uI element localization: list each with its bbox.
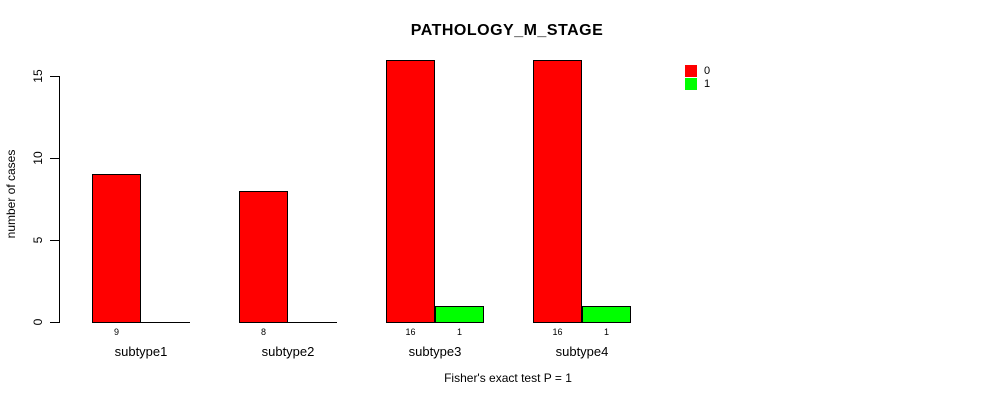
bar-1-subtype3: [435, 306, 484, 323]
legend-swatch-green: [685, 77, 697, 90]
x-category-label: subtype3: [408, 344, 462, 359]
y-axis-tick: [50, 322, 59, 323]
y-axis-title: number of cases: [4, 149, 18, 239]
legend-item-0: 0: [685, 64, 710, 77]
y-axis-tick: [50, 158, 59, 159]
legend-swatch-red: [685, 64, 697, 77]
legend: 0 1: [685, 64, 710, 90]
x-axis-baseline: [92, 322, 190, 323]
footnote-pvalue: Fisher's exact test P = 1: [444, 371, 572, 385]
y-axis-tick: [50, 76, 59, 77]
bar-value-label: 8: [260, 327, 266, 337]
legend-item-1: 1: [685, 77, 710, 90]
bar-0-subtype4: [533, 60, 582, 323]
legend-label-0: 0: [704, 64, 711, 77]
bar-value-label: 9: [113, 327, 119, 337]
legend-label-1: 1: [704, 77, 711, 90]
chart-title: PATHOLOGY_M_STAGE: [410, 22, 604, 39]
x-category-label: subtype4: [555, 344, 609, 359]
bar-value-label: 16: [405, 327, 416, 337]
x-axis-baseline: [239, 322, 337, 323]
y-axis-tick: [50, 240, 59, 241]
bar-value-label: 1: [603, 327, 609, 337]
bar-value-label: 16: [552, 327, 563, 337]
y-tick-label: 10: [31, 151, 45, 165]
y-axis-line: [59, 76, 60, 323]
x-category-label: subtype2: [261, 344, 315, 359]
bar-0-subtype1: [92, 174, 141, 323]
x-category-label: subtype1: [114, 344, 168, 359]
y-tick-label: 0: [31, 318, 45, 326]
y-tick-label: 15: [31, 69, 45, 83]
bar-0-subtype2: [239, 191, 288, 323]
bar-0-subtype3: [386, 60, 435, 323]
y-tick-label: 5: [31, 236, 45, 244]
bar-1-subtype4: [582, 306, 631, 323]
bar-value-label: 1: [456, 327, 462, 337]
